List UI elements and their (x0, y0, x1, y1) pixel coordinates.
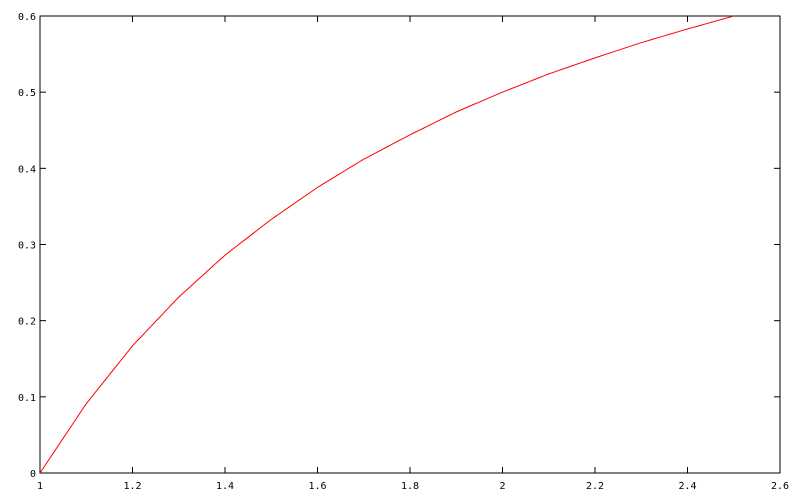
y-tick-label: 0.1 (18, 393, 36, 404)
x-tick-label: 1.6 (308, 481, 326, 492)
y-tick-label: 0.2 (18, 317, 36, 328)
y-tick-label: 0.6 (18, 12, 36, 23)
y-tick-label: 0.3 (18, 241, 36, 252)
x-tick-label: 2.4 (678, 481, 696, 492)
y-tick-label: 0.5 (18, 88, 36, 99)
x-tick-label: 2.6 (771, 481, 789, 492)
x-tick-label: 1.2 (123, 481, 141, 492)
x-tick-label: 2.2 (586, 481, 604, 492)
x-tick-label: 1.8 (401, 481, 419, 492)
x-tick-label: 2 (499, 481, 505, 492)
x-tick-label: 1.4 (216, 481, 234, 492)
y-tick-label: 0.4 (18, 164, 36, 175)
x-tick-label: 1 (37, 481, 43, 492)
series-line (39, 15, 734, 474)
y-tick-label: 0 (30, 469, 36, 480)
plot-frame (39, 15, 781, 474)
